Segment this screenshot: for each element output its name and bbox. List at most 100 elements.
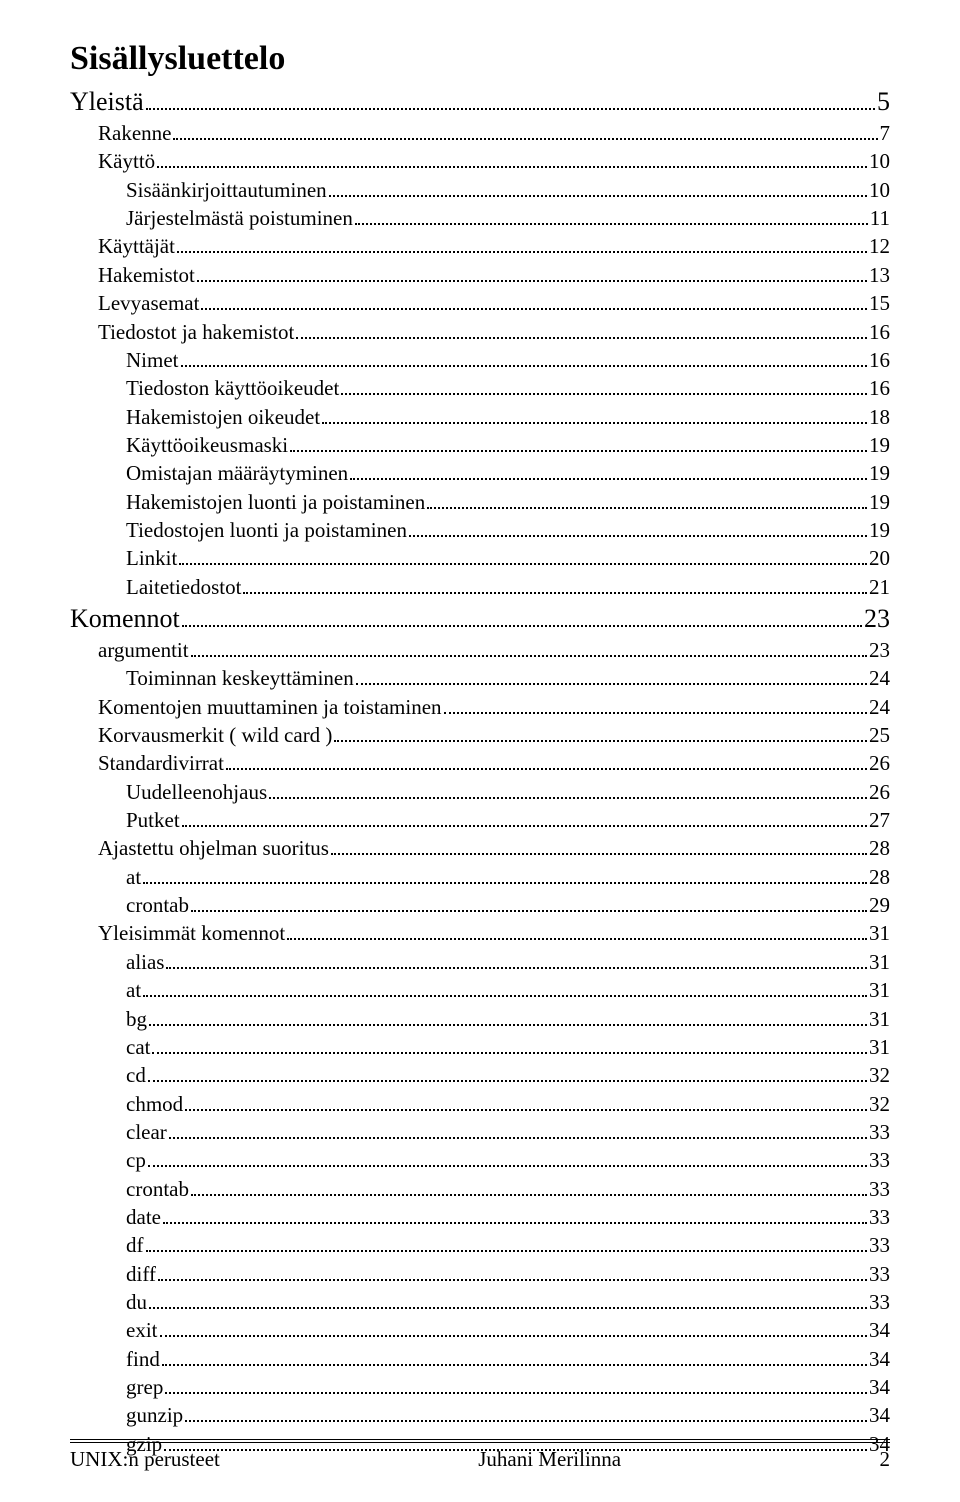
- toc-leader-dots: [290, 450, 867, 452]
- toc-leader-dots: [146, 1250, 868, 1252]
- toc-entry-page: 7: [880, 119, 891, 147]
- toc-leader-dots: [444, 712, 867, 714]
- toc-entry-label: Komennot: [70, 601, 180, 636]
- toc-entry-label: at: [126, 976, 141, 1004]
- toc-entry: Toiminnan keskeyttäminen 24: [126, 664, 890, 692]
- toc-leader-dots: [269, 797, 867, 799]
- toc-entry-page: 21: [869, 573, 890, 601]
- toc-leader-dots: [148, 1165, 867, 1167]
- toc-leader-dots: [165, 1392, 867, 1394]
- toc-entry-label: diff: [126, 1260, 156, 1288]
- toc-entry-page: 31: [869, 1033, 890, 1061]
- toc-entry-label: grep: [126, 1373, 163, 1401]
- toc-entry-label: gunzip: [126, 1401, 183, 1429]
- toc-entry-label: Tiedostojen luonti ja poistaminen: [126, 516, 407, 544]
- toc-leader-dots: [334, 740, 867, 742]
- toc-entry-label: Korvausmerkit ( wild card ): [98, 721, 332, 749]
- toc-entry-page: 33: [869, 1118, 890, 1146]
- toc-entry-label: Käyttöoikeusmaski: [126, 431, 288, 459]
- toc-leader-dots: [296, 337, 867, 339]
- toc-entry-label: Toiminnan keskeyttäminen: [126, 664, 354, 692]
- toc-entry-label: Sisäänkirjoittautuminen: [126, 176, 327, 204]
- toc-leader-dots: [163, 1222, 867, 1224]
- toc-entry: Tiedostojen luonti ja poistaminen19: [126, 516, 890, 544]
- toc-entry: Käyttäjät12: [98, 232, 890, 260]
- toc-entry: Hakemistojen luonti ja poistaminen19: [126, 488, 890, 516]
- toc-entry-page: 23: [864, 601, 890, 636]
- toc-entry-page: 25: [869, 721, 890, 749]
- toc-entry-page: 34: [869, 1316, 890, 1344]
- toc-entry-label: Uudelleenohjaus: [126, 778, 267, 806]
- toc-entry: Hakemistojen oikeudet 18: [126, 403, 890, 431]
- toc-entry-page: 23: [869, 636, 890, 664]
- toc-entry: diff33: [126, 1260, 890, 1288]
- footer-left: UNIX:n perusteet: [70, 1447, 220, 1472]
- toc-entry: cd32: [126, 1061, 890, 1089]
- toc-entry-page: 26: [869, 778, 890, 806]
- toc-entry: crontab 33: [126, 1175, 890, 1203]
- toc-entry: gunzip34: [126, 1401, 890, 1429]
- toc-entry: Yleistä5: [70, 84, 890, 119]
- toc-entry: Linkit20: [126, 544, 890, 572]
- toc-entry-page: 18: [869, 403, 890, 431]
- toc-entry-page: 33: [869, 1288, 890, 1316]
- toc-entry-label: find: [126, 1345, 160, 1373]
- toc-entry: Omistajan määräytyminen 19: [126, 459, 890, 487]
- toc-entry-label: Hakemistojen luonti ja poistaminen: [126, 488, 425, 516]
- toc-leader-dots: [143, 995, 867, 997]
- toc-entry-page: 34: [869, 1345, 890, 1373]
- toc-entry-label: alias: [126, 948, 164, 976]
- toc-leader-dots: [177, 251, 867, 253]
- toc-leader-dots: [185, 1109, 867, 1111]
- toc-entry-page: 11: [870, 204, 890, 232]
- toc-entry-page: 26: [869, 749, 890, 777]
- page-footer: UNIX:n perusteet Juhani Merilinna 2: [70, 1439, 890, 1472]
- toc-leader-dots: [185, 1420, 867, 1422]
- toc-leader-dots: [146, 108, 875, 110]
- toc-entry: Komentojen muuttaminen ja toistaminen24: [98, 693, 890, 721]
- toc-entry-label: Nimet: [126, 346, 179, 374]
- toc-entry: du33: [126, 1288, 890, 1316]
- toc-entry: crontab29: [126, 891, 890, 919]
- toc-entry-page: 13: [869, 261, 890, 289]
- toc-entry-label: Hakemistot: [98, 261, 195, 289]
- toc-leader-dots: [329, 195, 867, 197]
- toc-entry-page: 33: [869, 1175, 890, 1203]
- toc-entry-page: 29: [869, 891, 890, 919]
- toc-entry-page: 24: [869, 664, 890, 692]
- toc-entry: clear33: [126, 1118, 890, 1146]
- toc-leader-dots: [160, 1335, 868, 1337]
- toc-entry-label: exit: [126, 1316, 158, 1344]
- toc-entry-label: Yleistä: [70, 84, 144, 119]
- toc-entry-label: Laitetiedostot: [126, 573, 241, 601]
- toc-entry-page: 31: [869, 919, 890, 947]
- toc-entry-label: Tiedoston käyttöoikeudet: [126, 374, 339, 402]
- toc-entry-page: 16: [869, 318, 890, 346]
- toc-title: Sisällysluettelo: [70, 40, 890, 78]
- toc-leader-dots: [148, 1080, 867, 1082]
- toc-leader-dots: [322, 422, 867, 424]
- toc-leader-dots: [201, 308, 867, 310]
- table-of-contents: Yleistä5Rakenne7Käyttö10Sisäänkirjoittau…: [70, 84, 890, 1458]
- toc-leader-dots: [243, 592, 867, 594]
- toc-leader-dots: [162, 1364, 867, 1366]
- toc-entry-label: df: [126, 1231, 144, 1259]
- toc-entry-page: 19: [869, 459, 890, 487]
- toc-entry: Nimet16: [126, 346, 890, 374]
- toc-entry: alias31: [126, 948, 890, 976]
- toc-entry-label: Yleisimmät komennot: [98, 919, 285, 947]
- toc-entry: Yleisimmät komennot 31: [98, 919, 890, 947]
- toc-entry-label: cat: [126, 1033, 150, 1061]
- toc-entry: argumentit23: [98, 636, 890, 664]
- toc-leader-dots: [173, 138, 877, 140]
- toc-entry: df33: [126, 1231, 890, 1259]
- toc-entry-label: cd: [126, 1061, 146, 1089]
- toc-leader-dots: [226, 768, 867, 770]
- toc-entry-label: Hakemistojen oikeudet: [126, 403, 320, 431]
- toc-entry-page: 32: [869, 1090, 890, 1118]
- toc-entry-label: bg: [126, 1005, 147, 1033]
- toc-entry-label: Omistajan määräytyminen: [126, 459, 348, 487]
- toc-leader-dots: [169, 1137, 867, 1139]
- toc-entry-label: crontab: [126, 1175, 189, 1203]
- toc-entry-label: Tiedostot ja hakemistot: [98, 318, 294, 346]
